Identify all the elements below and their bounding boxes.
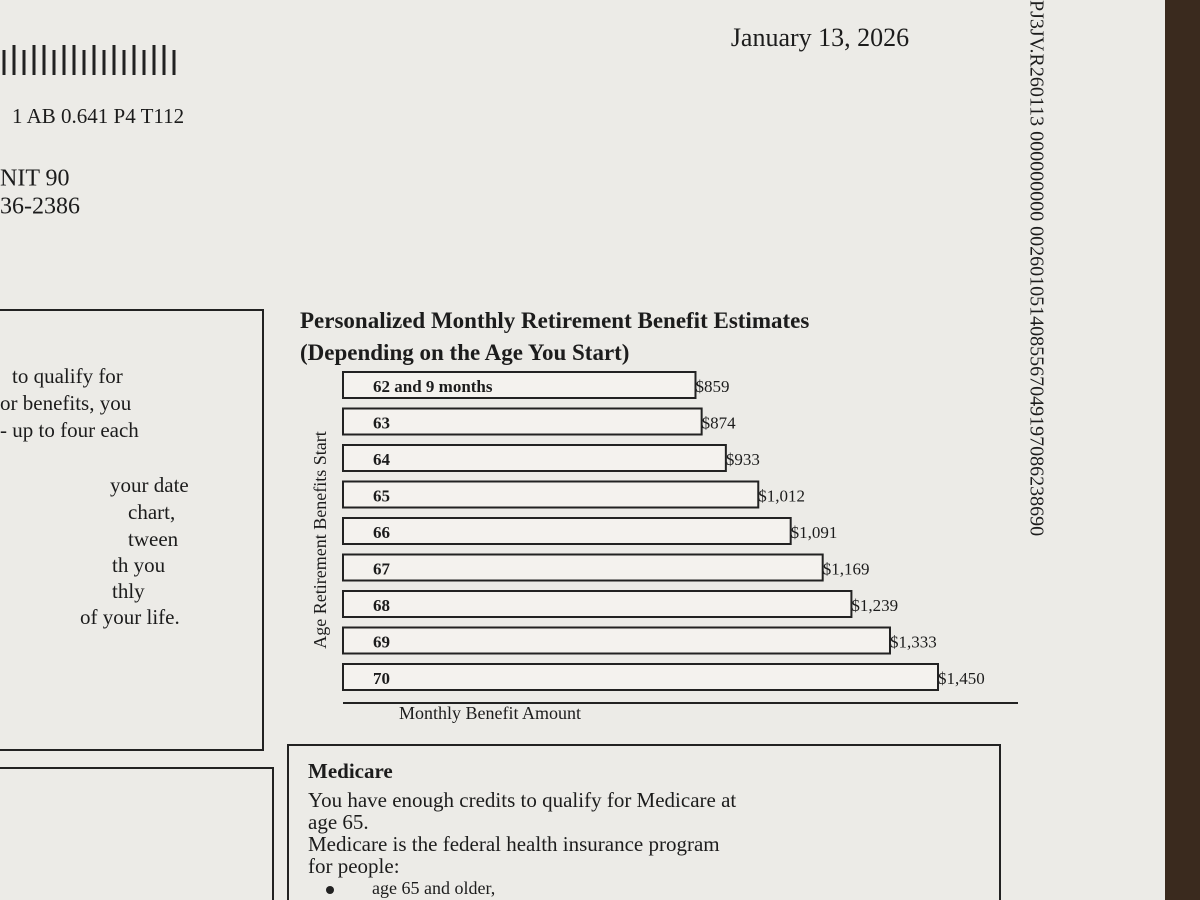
value-label: $933 xyxy=(726,450,760,469)
x-axis-label: Monthly Benefit Amount xyxy=(399,703,581,723)
medicare-line: for people: xyxy=(308,854,400,878)
category-label: 66 xyxy=(373,523,390,542)
code-line: 1 AB 0.641 P4 T112 xyxy=(12,104,184,128)
bullet xyxy=(326,886,334,894)
value-label: $1,239 xyxy=(851,596,898,615)
address-line: NIT 90 xyxy=(0,166,70,192)
bar xyxy=(342,590,853,618)
bars: 62 and 9 months $859 63 $874 64 $933 65 $1,012 6… xyxy=(342,371,985,691)
value-label: $1,450 xyxy=(938,669,985,688)
category-label: 65 xyxy=(373,486,390,505)
left-box-line: th you xyxy=(112,553,166,577)
medicare-line: Medicare is the federal health insurance… xyxy=(308,832,720,856)
category-label: 63 xyxy=(373,413,390,432)
chart-title: Personalized Monthly Retirement Benefit … xyxy=(300,308,809,365)
category-label: 67 xyxy=(373,559,391,578)
medicare-line: You have enough credits to qualify for M… xyxy=(308,788,736,812)
value-label: $1,091 xyxy=(791,523,838,542)
medicare-text: You have enough credits to qualify for M… xyxy=(308,788,736,898)
value-label: $1,012 xyxy=(758,486,805,505)
left-box-2 xyxy=(0,767,274,900)
category-label: 64 xyxy=(373,450,391,469)
address-line: 36-2386 xyxy=(0,194,80,220)
category-label: 68 xyxy=(373,596,390,615)
bar xyxy=(342,371,697,399)
value-label: $859 xyxy=(695,377,729,396)
value-label: $1,169 xyxy=(823,559,870,578)
date: January 13, 2026 xyxy=(731,23,909,52)
category-label: 70 xyxy=(373,669,390,688)
left-box xyxy=(0,309,264,751)
medicare-line: age 65. xyxy=(308,810,369,834)
bar xyxy=(342,407,703,436)
category-label: 69 xyxy=(373,632,390,651)
medicare-title: Medicare xyxy=(308,759,393,783)
bar xyxy=(342,480,760,509)
bar xyxy=(342,663,939,691)
side-code: PJ3JV.R260113 000000000 0026010514085567… xyxy=(1025,0,1047,536)
bar xyxy=(342,553,824,582)
medicare-box xyxy=(287,744,1001,900)
left-box-line: thly xyxy=(112,579,145,603)
bar xyxy=(342,517,792,545)
value-label: $874 xyxy=(702,413,737,432)
value-label: $1,333 xyxy=(890,632,937,651)
left-box-line: your date xyxy=(110,473,189,497)
y-axis-label: Age Retirement Benefits Start xyxy=(310,431,330,648)
barcode xyxy=(2,45,176,75)
bar xyxy=(342,626,891,655)
left-box-line: to qualify for xyxy=(12,364,123,388)
left-box-line: chart, xyxy=(128,500,175,524)
left-box-line: - up to four each xyxy=(0,418,139,442)
left-box-line: tween xyxy=(128,527,179,551)
left-box-line: of your life. xyxy=(80,605,180,629)
left-box-text: to qualify for or benefits, you - up to fo… xyxy=(0,364,189,629)
category-label: 62 and 9 months xyxy=(373,377,493,396)
bar xyxy=(342,444,727,472)
left-box-line: or benefits, you xyxy=(0,391,132,415)
medicare-bullet: age 65 and older, xyxy=(372,878,495,898)
